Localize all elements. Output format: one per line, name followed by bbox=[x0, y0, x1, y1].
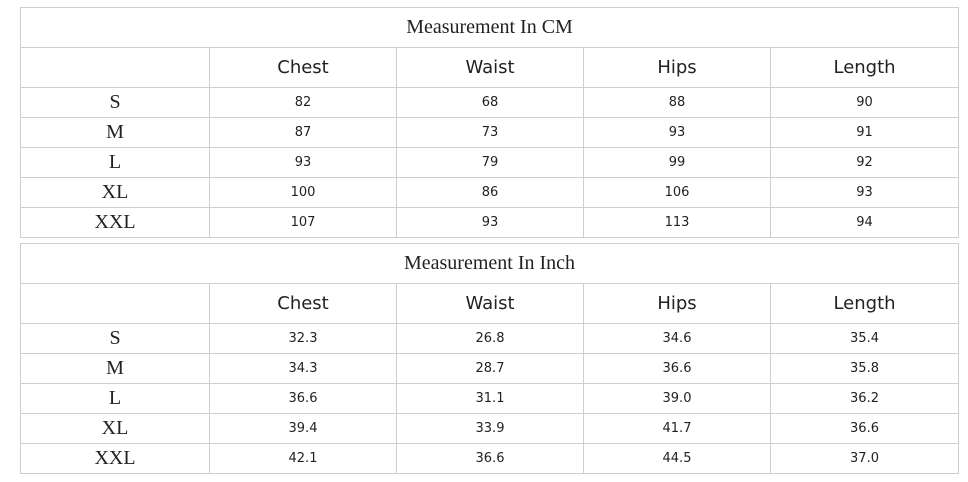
measurement-cell: 113 bbox=[583, 207, 771, 238]
measurement-cell: 87 bbox=[209, 117, 397, 148]
measurement-cell: 82 bbox=[209, 87, 397, 118]
measurement-cell: 94 bbox=[769, 207, 960, 238]
size-label: S bbox=[20, 87, 210, 118]
measurement-cell: 36.6 bbox=[209, 383, 397, 414]
size-table: Measurement In CM Chest Waist Hips Length S 82… bbox=[19, 7, 960, 238]
size-label: M bbox=[20, 353, 210, 384]
measurement-cell: 90 bbox=[769, 87, 960, 118]
size-label: XXL bbox=[20, 207, 210, 238]
column-header: Waist bbox=[396, 283, 584, 324]
size-label: XL bbox=[20, 177, 210, 208]
measurement-cell: 93 bbox=[209, 147, 397, 178]
title-row: Measurement In CM bbox=[19, 7, 960, 48]
measurement-cell: 88 bbox=[583, 87, 771, 118]
data-row: M 87 73 93 91 bbox=[20, 117, 960, 148]
measurement-cell: 36.6 bbox=[396, 443, 584, 474]
data-row: M 34.3 28.7 36.6 35.8 bbox=[20, 353, 960, 384]
measurement-cell: 34.6 bbox=[583, 323, 771, 354]
corner-cell bbox=[20, 47, 210, 88]
measurement-cell: 35.4 bbox=[769, 323, 960, 354]
measurement-cell: 92 bbox=[769, 147, 960, 178]
data-row: XXL 42.1 36.6 44.5 37.0 bbox=[20, 443, 960, 474]
table-title: Measurement In Inch bbox=[19, 243, 960, 284]
measurement-cell: 79 bbox=[396, 147, 584, 178]
measurement-cell: 35.8 bbox=[769, 353, 960, 384]
column-header: Length bbox=[769, 47, 960, 88]
measurement-cell: 32.3 bbox=[209, 323, 397, 354]
data-row: L 36.6 31.1 39.0 36.2 bbox=[20, 383, 960, 414]
size-table: Measurement In Inch Chest Waist Hips Length S… bbox=[19, 243, 960, 474]
size-label: XL bbox=[20, 413, 210, 444]
measurement-cell: 34.3 bbox=[209, 353, 397, 384]
measurement-cell: 91 bbox=[769, 117, 960, 148]
data-row: S 32.3 26.8 34.6 35.4 bbox=[20, 323, 960, 354]
measurement-cell: 93 bbox=[769, 177, 960, 208]
measurement-cell: 100 bbox=[209, 177, 397, 208]
data-row: XL 39.4 33.9 41.7 36.6 bbox=[20, 413, 960, 444]
measurement-cell: 28.7 bbox=[396, 353, 584, 384]
size-label: L bbox=[20, 147, 210, 178]
column-header: Chest bbox=[209, 283, 397, 324]
measurement-cell: 73 bbox=[396, 117, 584, 148]
measurement-cell: 93 bbox=[396, 207, 584, 238]
measurement-cell: 86 bbox=[396, 177, 584, 208]
size-label: M bbox=[20, 117, 210, 148]
measurement-cell: 36.2 bbox=[769, 383, 960, 414]
table-title: Measurement In CM bbox=[19, 7, 960, 48]
data-row: L 93 79 99 92 bbox=[20, 147, 960, 178]
measurement-cell: 26.8 bbox=[396, 323, 584, 354]
measurement-cell: 39.4 bbox=[209, 413, 397, 444]
measurement-cell: 31.1 bbox=[396, 383, 584, 414]
header-row: Chest Waist Hips Length bbox=[20, 283, 960, 324]
measurement-cell: 44.5 bbox=[583, 443, 771, 474]
measurement-cell: 36.6 bbox=[583, 353, 771, 384]
measurement-cell: 99 bbox=[583, 147, 771, 178]
column-header: Hips bbox=[583, 47, 771, 88]
column-header: Length bbox=[769, 283, 960, 324]
data-row: XL 100 86 106 93 bbox=[20, 177, 960, 208]
title-row: Measurement In Inch bbox=[19, 243, 960, 284]
measurement-cell: 107 bbox=[209, 207, 397, 238]
size-label: XXL bbox=[20, 443, 210, 474]
measurement-cell: 39.0 bbox=[583, 383, 771, 414]
measurement-cell: 41.7 bbox=[583, 413, 771, 444]
measurement-cell: 36.6 bbox=[769, 413, 960, 444]
measurement-cell: 37.0 bbox=[769, 443, 960, 474]
measurement-cell: 93 bbox=[583, 117, 771, 148]
header-row: Chest Waist Hips Length bbox=[20, 47, 960, 88]
measurement-cell: 33.9 bbox=[396, 413, 584, 444]
column-header: Chest bbox=[209, 47, 397, 88]
corner-cell bbox=[20, 283, 210, 324]
size-label: S bbox=[20, 323, 210, 354]
data-row: XXL 107 93 113 94 bbox=[20, 207, 960, 238]
measurement-cell: 106 bbox=[583, 177, 771, 208]
size-label: L bbox=[20, 383, 210, 414]
column-header: Waist bbox=[396, 47, 584, 88]
column-header: Hips bbox=[583, 283, 771, 324]
data-row: S 82 68 88 90 bbox=[20, 87, 960, 118]
measurement-cell: 68 bbox=[396, 87, 584, 118]
measurement-cell: 42.1 bbox=[209, 443, 397, 474]
